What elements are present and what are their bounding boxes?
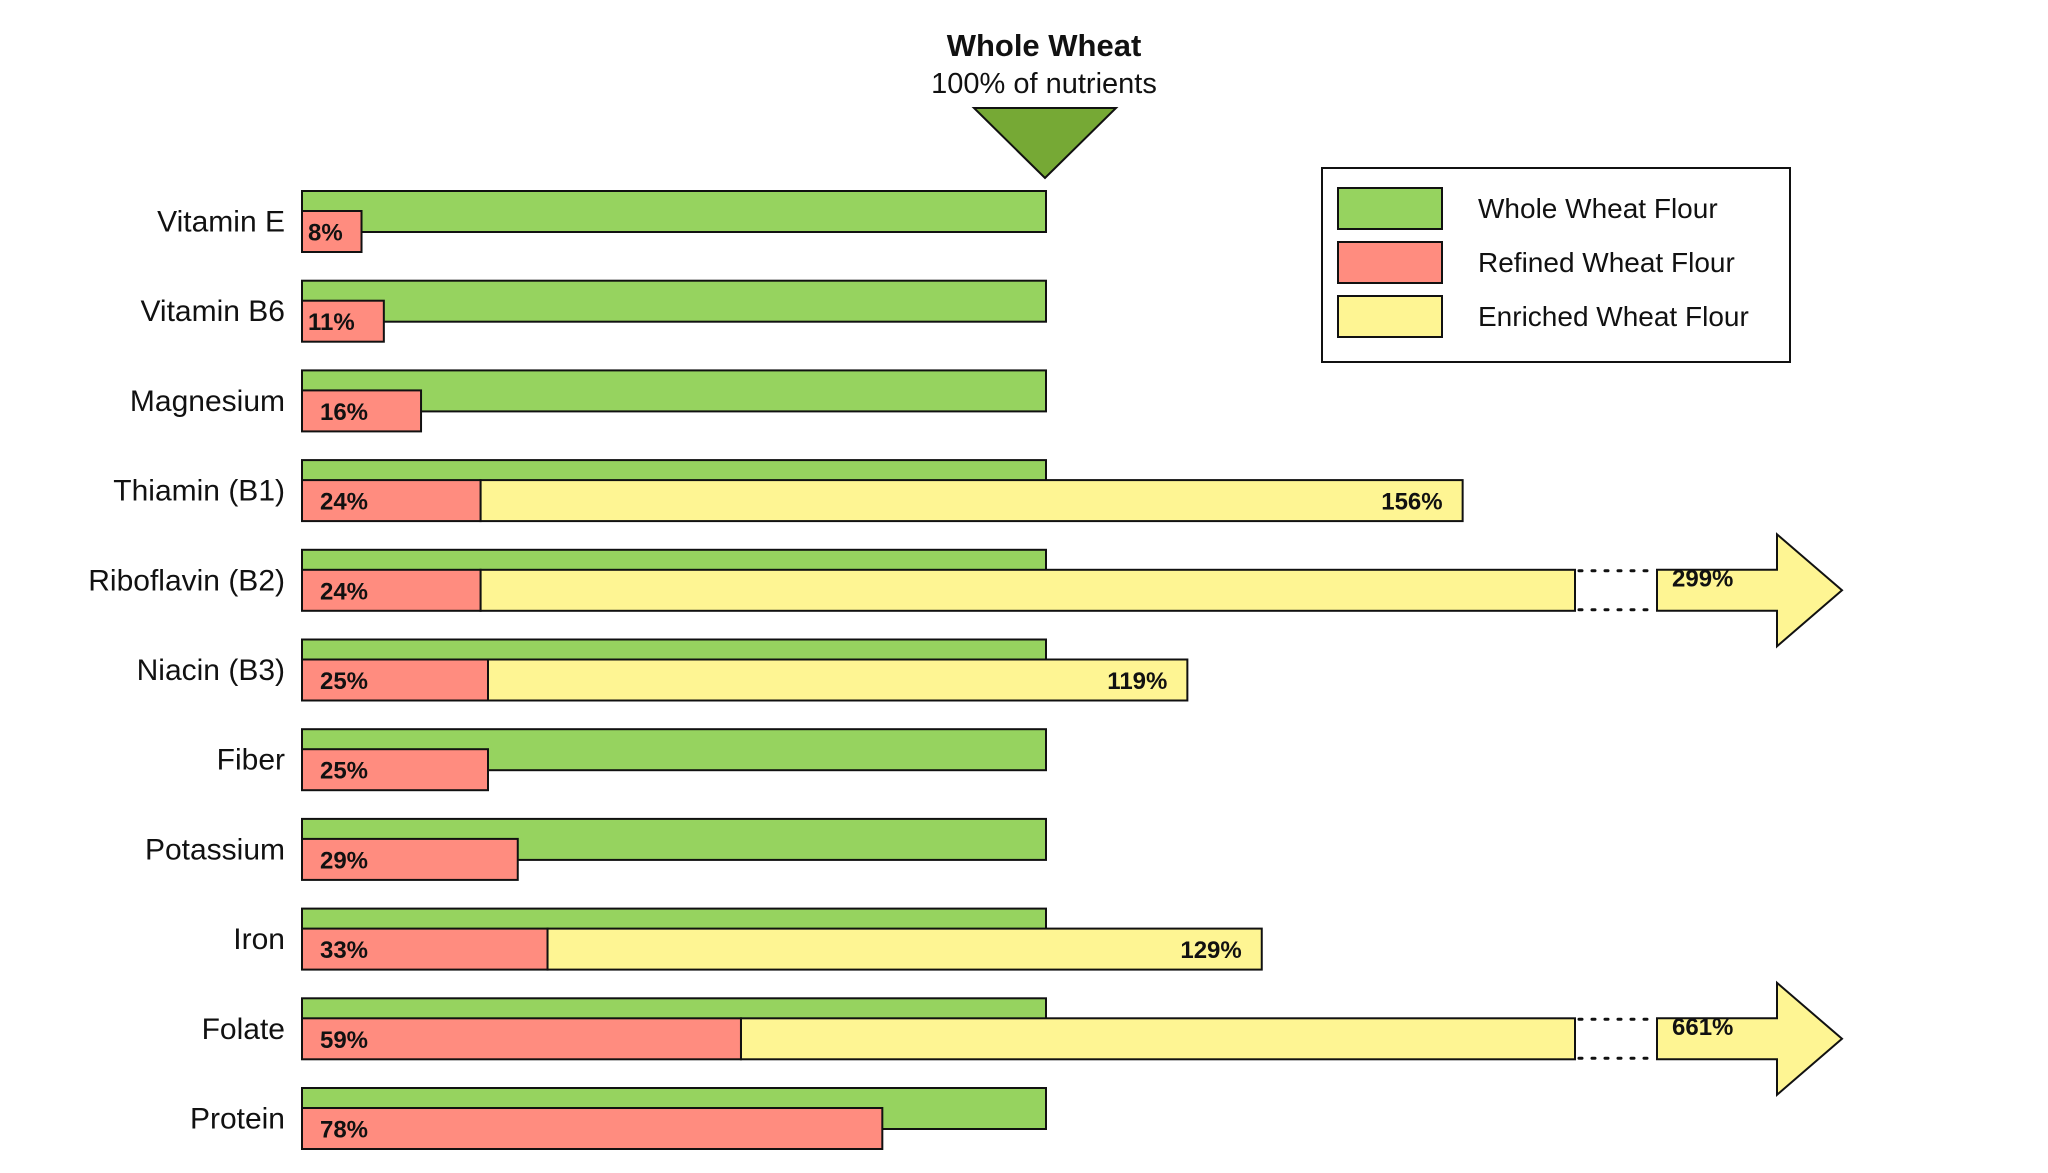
whole-bar-vitamin-e (301, 190, 1047, 233)
legend-label-whole: Whole Wheat Flour (1478, 193, 1718, 224)
category-label-riboflavin-b2: Riboflavin (B2) (88, 564, 285, 597)
bars-group: Vitamin E 8% Vitamin B6 11% Magnesium 16% Thia… (88, 190, 1844, 1150)
refined-value-iron: 33% (320, 937, 368, 964)
legend-swatch-refined (1337, 241, 1443, 284)
legend-label-enriched: Enriched Wheat Flour (1478, 301, 1749, 332)
refined-bar-vitamin-e (301, 210, 363, 253)
refined-value-magnesium: 16% (320, 399, 368, 426)
category-label-iron: Iron (233, 923, 285, 956)
whole-wheat-marker-triangle (971, 107, 1119, 180)
refined-bar-magnesium (301, 389, 423, 433)
refined-value-vitamin-b6: 11% (308, 309, 355, 336)
enriched-bar-niacin-b3 (487, 658, 1189, 702)
refined-bar-thiamin-b1 (301, 479, 482, 523)
refined-value-protein: 78% (320, 1117, 368, 1144)
refined-bar-niacin-b3 (301, 658, 489, 702)
refined-bar-fiber (301, 748, 489, 792)
row-vitamin-b6: Vitamin B6 11% (140, 279, 1047, 343)
enriched-bar-iron (546, 927, 1263, 971)
enriched-value-folate: 661% (1672, 1014, 1733, 1041)
refined-value-niacin-b3: 25% (320, 668, 368, 695)
row-niacin-b3: Niacin (B3) 119% 25% (137, 638, 1189, 702)
category-label-fiber: Fiber (217, 744, 285, 777)
enriched-value-thiamin-b1: 156% (1381, 489, 1442, 516)
refined-bar-iron (301, 927, 549, 971)
category-label-thiamin-b1: Thiamin (B1) (113, 475, 285, 508)
refined-value-riboflavin-b2: 24% (320, 578, 368, 605)
refined-value-vitamin-e: 8% (308, 220, 343, 247)
row-thiamin-b1: Thiamin (B1) 156% 24% (113, 459, 1464, 523)
row-potassium: Potassium 29% (145, 817, 1047, 881)
category-label-potassium: Potassium (145, 833, 285, 866)
legend-swatch-enriched (1337, 295, 1443, 338)
whole-bar-vitamin-b6 (301, 279, 1047, 323)
refined-value-thiamin-b1: 24% (320, 489, 368, 516)
category-label-niacin-b3: Niacin (B3) (137, 654, 285, 687)
refined-value-folate: 59% (320, 1027, 368, 1054)
category-label-protein: Protein (190, 1103, 285, 1136)
enriched-value-iron: 129% (1180, 937, 1241, 964)
enriched-arrow-folate (1656, 980, 1844, 1097)
refined-bar-riboflavin-b2 (301, 568, 482, 612)
row-protein: Protein 78% (190, 1087, 1047, 1150)
enriched-bar-thiamin-b1 (479, 479, 1464, 523)
enriched-bar-folate (739, 1017, 1576, 1061)
category-label-folate: Folate (202, 1013, 285, 1046)
enriched-bar-riboflavin-b2 (479, 568, 1576, 612)
row-vitamin-e: Vitamin E 8% (157, 190, 1047, 253)
title-group: Whole Wheat 100% of nutrients (931, 28, 1157, 180)
refined-bar-potassium (301, 837, 519, 881)
enriched-value-niacin-b3: 119% (1107, 668, 1167, 695)
enriched-arrow-riboflavin-b2 (1656, 532, 1844, 649)
row-magnesium: Magnesium 16% (130, 369, 1047, 433)
chart-title: Whole Wheat (947, 28, 1142, 63)
category-label-vitamin-e: Vitamin E (157, 206, 285, 239)
enriched-value-riboflavin-b2: 299% (1672, 565, 1733, 592)
refined-bar-folate (301, 1017, 742, 1061)
row-riboflavin-b2: Riboflavin (B2) 299% 24% (88, 532, 1844, 649)
refined-value-fiber: 25% (320, 758, 368, 785)
refined-value-potassium: 29% (320, 847, 368, 874)
refined-bar-vitamin-b6 (301, 299, 385, 343)
row-iron: Iron 129% 33% (233, 907, 1263, 971)
refined-bar-protein (301, 1107, 884, 1150)
row-folate: Folate 661% 59% (202, 980, 1844, 1097)
legend-swatch-whole (1337, 187, 1443, 230)
category-label-vitamin-b6: Vitamin B6 (140, 295, 285, 328)
row-fiber: Fiber 25% (217, 728, 1047, 792)
legend-label-refined: Refined Wheat Flour (1478, 247, 1735, 278)
whole-bar-magnesium (301, 369, 1047, 413)
category-label-magnesium: Magnesium (130, 385, 285, 418)
chart-subtitle: 100% of nutrients (931, 68, 1157, 100)
legend: Whole Wheat Flour Refined Wheat Flour Enri… (1321, 167, 1791, 363)
